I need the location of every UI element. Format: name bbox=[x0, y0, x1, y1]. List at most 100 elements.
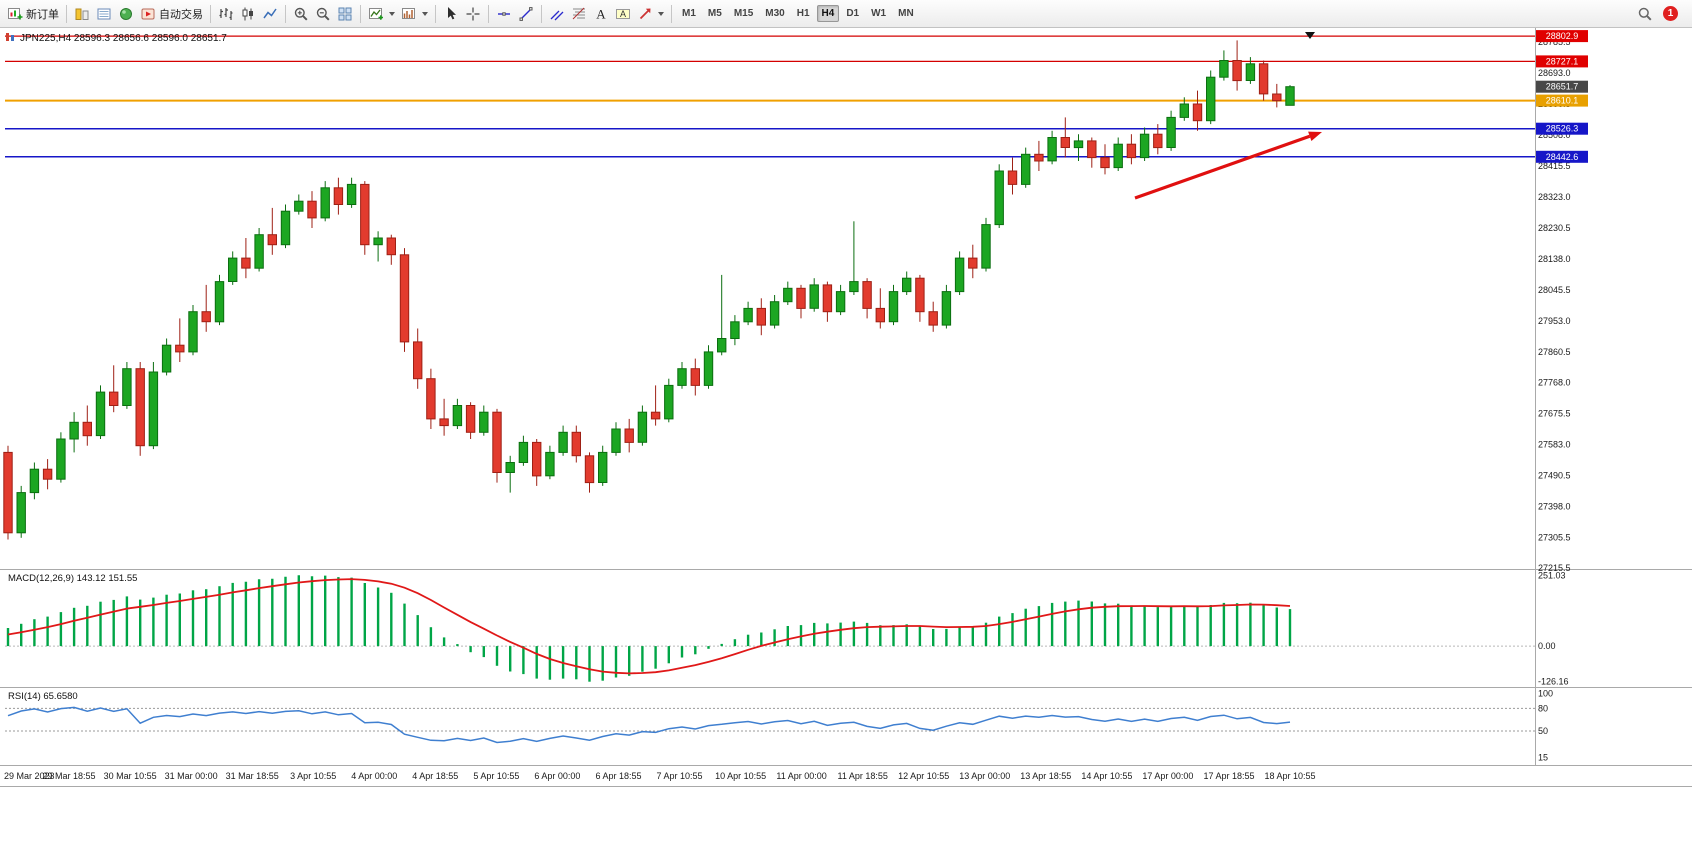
toolbar-separator bbox=[210, 4, 211, 23]
arrows-button[interactable] bbox=[634, 2, 667, 26]
svg-text:28802.9: 28802.9 bbox=[1546, 31, 1579, 41]
auto-trading-button[interactable]: 自动交易 bbox=[137, 2, 206, 26]
line-chart-button[interactable] bbox=[259, 2, 281, 26]
svg-text:28727.1: 28727.1 bbox=[1546, 56, 1579, 66]
price-badge bbox=[1536, 122, 1588, 135]
bar-chart-icon bbox=[219, 7, 233, 20]
macd-label: MACD(12,26,9) 143.12 151.55 bbox=[8, 573, 137, 584]
data-window-icon bbox=[97, 8, 111, 19]
svg-text:27583.0: 27583.0 bbox=[1538, 440, 1571, 450]
timeframe-button-h1[interactable]: H1 bbox=[796, 8, 810, 19]
new-order-icon bbox=[8, 7, 23, 19]
timeframe-button-m15[interactable]: M15 bbox=[733, 8, 754, 19]
fibonacci-icon bbox=[572, 7, 585, 19]
trend-arrow-annotation[interactable] bbox=[1134, 131, 1322, 200]
line-chart-icon bbox=[263, 8, 277, 18]
svg-text:28045.5: 28045.5 bbox=[1538, 285, 1571, 295]
chevron-down-icon bbox=[422, 11, 428, 16]
timeframe-button-m1[interactable]: M1 bbox=[682, 8, 696, 19]
new-order-button-label: 新订单 bbox=[26, 8, 59, 21]
svg-text:80: 80 bbox=[1538, 703, 1548, 713]
text-button[interactable]: A bbox=[590, 2, 612, 26]
price-axis: 28785.528693.028600.528508.028415.528323… bbox=[1538, 37, 1571, 573]
equidistant-channel-button[interactable] bbox=[546, 2, 568, 26]
crosshair-button[interactable] bbox=[462, 2, 484, 26]
horizontal-line-button[interactable] bbox=[493, 2, 515, 26]
channel-icon bbox=[550, 10, 564, 20]
arrow-object-icon bbox=[639, 8, 651, 19]
svg-text:30 Mar 10:55: 30 Mar 10:55 bbox=[104, 771, 157, 781]
navigator-button[interactable] bbox=[115, 2, 137, 26]
svg-text:28610.1: 28610.1 bbox=[1546, 96, 1579, 106]
svg-text:11 Apr 00:00: 11 Apr 00:00 bbox=[776, 771, 826, 781]
chart-title: JPN225,H4 28596.3 28656.6 28596.0 28651.… bbox=[20, 33, 227, 44]
bar-chart-button[interactable] bbox=[215, 2, 237, 26]
symbol-icon bbox=[6, 33, 9, 41]
svg-text:15: 15 bbox=[1538, 753, 1548, 763]
panel-separators bbox=[0, 28, 1692, 787]
cursor-button[interactable] bbox=[440, 2, 462, 26]
macd-histogram bbox=[6, 575, 1292, 682]
price-badge bbox=[1536, 94, 1588, 107]
tile-windows-button[interactable] bbox=[334, 2, 356, 26]
svg-text:100: 100 bbox=[1538, 688, 1553, 698]
chevron-down-icon bbox=[658, 11, 664, 16]
timeframe-button-mn[interactable]: MN bbox=[898, 8, 914, 19]
search-button[interactable] bbox=[1634, 2, 1656, 26]
svg-text:3 Apr 10:55: 3 Apr 10:55 bbox=[290, 771, 336, 781]
timeframe-button-m5[interactable]: M5 bbox=[707, 8, 722, 19]
fibonacci-button[interactable] bbox=[568, 2, 590, 26]
trendline-button[interactable] bbox=[515, 2, 537, 26]
notification-badge[interactable]: 1 bbox=[1663, 6, 1678, 21]
svg-text:251.03: 251.03 bbox=[1538, 570, 1566, 580]
new-order-button[interactable]: 新订单 bbox=[4, 2, 62, 26]
svg-text:14 Apr 10:55: 14 Apr 10:55 bbox=[1081, 771, 1132, 781]
price-badge bbox=[1536, 150, 1588, 163]
candlestick-chart-button[interactable] bbox=[237, 2, 259, 26]
svg-text:A: A bbox=[596, 6, 606, 21]
cursor-icon bbox=[448, 6, 456, 19]
price-badge bbox=[1536, 55, 1588, 68]
chart-profiles-button[interactable] bbox=[398, 2, 431, 26]
zoom-out-button[interactable] bbox=[312, 2, 334, 26]
svg-text:31 Mar 18:55: 31 Mar 18:55 bbox=[226, 771, 279, 781]
crosshair-icon bbox=[466, 7, 480, 20]
horizontal-line-icon bbox=[498, 11, 510, 16]
toolbar-separator bbox=[66, 4, 67, 23]
text-label-button[interactable]: A bbox=[612, 2, 634, 26]
candlestick-chart-icon bbox=[242, 7, 253, 20]
chart-title-group: JPN225,H4 28596.3 28656.6 28596.0 28651.… bbox=[6, 33, 227, 44]
macd-axis: 251.03 0.00 -126.16 bbox=[1538, 570, 1569, 686]
candlestick-series bbox=[3, 40, 1295, 540]
profiles-icon bbox=[402, 7, 415, 19]
data-window-button[interactable] bbox=[93, 2, 115, 26]
svg-text:11 Apr 18:55: 11 Apr 18:55 bbox=[838, 771, 888, 781]
toolbar-separator bbox=[285, 4, 286, 23]
svg-text:17 Apr 18:55: 17 Apr 18:55 bbox=[1203, 771, 1254, 781]
down-marker-annotation[interactable] bbox=[1305, 32, 1315, 39]
svg-text:29 Mar 18:55: 29 Mar 18:55 bbox=[42, 771, 95, 781]
indicators-button[interactable] bbox=[365, 2, 398, 26]
svg-text:50: 50 bbox=[1538, 726, 1548, 736]
svg-text:5 Apr 10:55: 5 Apr 10:55 bbox=[473, 771, 519, 781]
search-icon bbox=[1638, 7, 1652, 21]
svg-text:12 Apr 10:55: 12 Apr 10:55 bbox=[898, 771, 949, 781]
price-chart[interactable]: JPN225,H4 28596.3 28656.6 28596.0 28651.… bbox=[0, 28, 1692, 790]
timeframe-button-h4[interactable]: H4 bbox=[816, 5, 840, 22]
toolbar-separator bbox=[435, 4, 436, 23]
svg-text:28442.6: 28442.6 bbox=[1546, 152, 1579, 162]
zoom-in-button[interactable] bbox=[290, 2, 312, 26]
svg-text:27490.5: 27490.5 bbox=[1538, 471, 1571, 481]
svg-text:A: A bbox=[620, 8, 626, 18]
price-badges: 28802.9 28727.1 28651.7 28610.1 28526.3 28442… bbox=[1536, 30, 1588, 163]
timeframe-button-m30[interactable]: M30 bbox=[765, 8, 785, 19]
timeframe-button-d1[interactable]: D1 bbox=[846, 8, 860, 19]
indicators-icon bbox=[369, 7, 383, 20]
market-watch-button[interactable] bbox=[71, 2, 93, 26]
svg-text:27860.5: 27860.5 bbox=[1538, 347, 1571, 357]
svg-text:29 Mar 2023: 29 Mar 2023 bbox=[4, 771, 55, 781]
svg-text:-126.16: -126.16 bbox=[1538, 677, 1569, 687]
timeframe-button-w1[interactable]: W1 bbox=[871, 8, 887, 19]
rsi-line bbox=[7, 706, 1291, 744]
auto-trading-button-label: 自动交易 bbox=[159, 8, 203, 21]
